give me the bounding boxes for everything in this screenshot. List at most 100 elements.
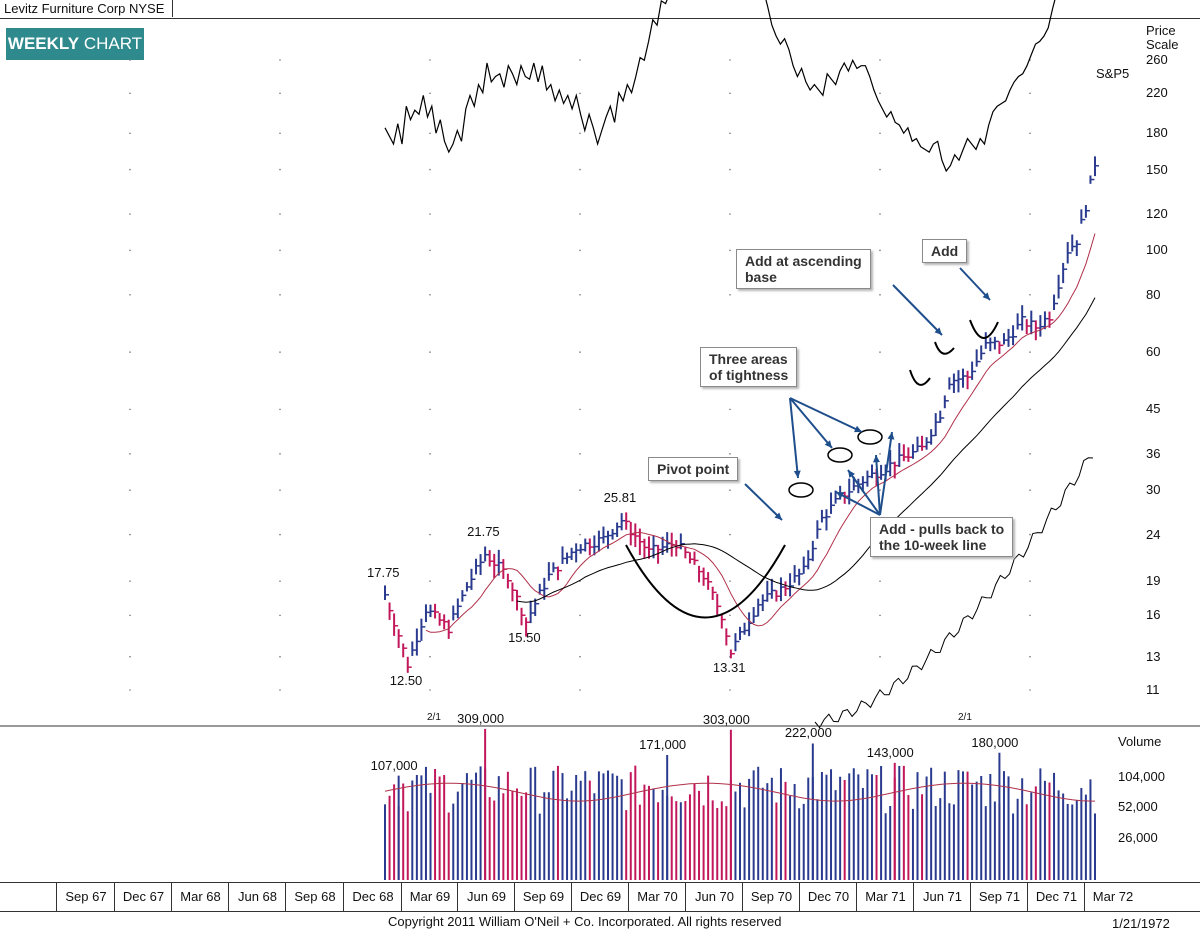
grid-dot <box>1029 351 1031 353</box>
price-scale-title: Price Scale <box>1146 23 1179 52</box>
grid-dot <box>579 489 581 491</box>
grid-dot <box>1029 689 1031 691</box>
grid-dot <box>129 614 131 617</box>
copyright: Copyright 2011 William O'Neil + Co. Inco… <box>388 914 782 929</box>
grid-dot <box>579 168 581 171</box>
price-tick-label: 45 <box>1146 401 1161 417</box>
grid-dot <box>129 168 131 171</box>
callout-arrowhead <box>824 440 832 448</box>
grid-dot <box>1029 453 1031 455</box>
callout-arrow <box>789 397 799 479</box>
date-label: Mar 69 <box>401 883 458 911</box>
grid-dot <box>279 689 281 691</box>
grid-dot <box>429 489 431 491</box>
date-label: Jun 71 <box>913 883 971 911</box>
volume-peak-label: 303,000 <box>702 711 750 727</box>
grid-dot <box>429 351 431 353</box>
grid-dot <box>1029 655 1031 658</box>
grid-dot <box>429 453 431 455</box>
callout-arrowhead <box>982 292 990 300</box>
price-tick-label: 36 <box>1146 445 1161 461</box>
date-label: Mar 68 <box>171 883 229 911</box>
grid-dot <box>729 213 731 215</box>
price-tick-label: 80 <box>1146 286 1161 302</box>
grid-dot <box>879 489 881 491</box>
grid-dot <box>579 689 581 691</box>
grid-dot <box>879 453 881 455</box>
date-label: Sep 69 <box>514 883 572 911</box>
grid-dot <box>429 293 431 296</box>
sp500-label: S&P5 <box>1096 66 1130 81</box>
grid-dot <box>429 655 431 658</box>
callout-arrowhead <box>774 512 782 520</box>
weekly-chart-badge: WEEKLY CHART <box>6 28 144 60</box>
grid-dot <box>729 59 731 61</box>
callout-arrow <box>835 491 881 516</box>
tightness-ellipse <box>827 447 853 463</box>
volume-peak-label: 171,000 <box>639 736 687 752</box>
price-annotation: 13.31 <box>712 660 746 676</box>
grid-dot <box>429 59 431 61</box>
grid-dot <box>279 351 281 353</box>
callout-arrow <box>879 431 893 516</box>
grid-dot <box>1029 92 1031 95</box>
price-tick-label: 150 <box>1146 161 1168 177</box>
grid-dot <box>729 489 731 491</box>
grid-dot <box>579 453 581 455</box>
grid-dot <box>879 580 881 582</box>
callout-arrowhead <box>873 455 880 463</box>
base-arc-2 <box>934 341 955 355</box>
weekly-badge-bold: WEEKLY <box>7 34 80 53</box>
grid-dot <box>129 533 131 536</box>
grid-dot <box>1029 168 1031 171</box>
price-tick-label: 260 <box>1146 52 1168 67</box>
price-annotation: 15.50 <box>508 629 541 645</box>
grid-dot <box>279 408 281 411</box>
grid-dot <box>279 213 281 215</box>
grid-dot <box>129 59 131 61</box>
callout-arrow <box>959 267 991 301</box>
price-tick-label: 11 <box>1146 682 1160 697</box>
grid-dot <box>279 489 281 491</box>
volume-peak-label: 143,000 <box>866 744 914 760</box>
grid-dot <box>279 293 281 296</box>
callout-arrowhead <box>848 470 856 478</box>
price-tick-label: 120 <box>1146 206 1168 221</box>
grid-dot <box>579 293 581 296</box>
price-tick-label: 19 <box>1146 573 1161 589</box>
date-label: Dec 71 <box>1027 883 1085 911</box>
date-label: Jun 68 <box>228 883 286 911</box>
grid-dot <box>129 689 131 691</box>
grid-dot <box>129 293 131 296</box>
callout-arrow <box>875 454 881 516</box>
volume-tick-label: 52,000 <box>1118 799 1158 815</box>
grid-dot <box>129 213 131 215</box>
grid-dot <box>579 249 581 252</box>
grid-dot <box>879 213 881 215</box>
price-tick-label: 60 <box>1146 344 1161 360</box>
grid-dot <box>729 92 731 95</box>
grid-dot <box>879 59 881 61</box>
grid-dot <box>729 580 731 582</box>
grid-dot <box>129 580 131 582</box>
report-date: 1/21/1972 <box>1112 916 1170 931</box>
date-label: Mar 71 <box>856 883 914 911</box>
stock-title: Levitz Furniture Corp NYSE <box>0 0 174 17</box>
callout-arrow <box>789 397 833 449</box>
sp500-line <box>384 0 1056 173</box>
price-annotation: 12.50 <box>389 672 423 688</box>
grid-dot <box>129 453 131 455</box>
volume-title: Volume <box>1118 734 1162 749</box>
grid-dot <box>1029 533 1031 536</box>
volume-tick-label: 104,000 <box>1118 768 1165 784</box>
grid-dot <box>429 168 431 171</box>
grid-dot <box>879 168 881 171</box>
grid-dot <box>129 249 131 252</box>
price-tick-label: 16 <box>1146 607 1161 623</box>
grid-dot <box>579 59 581 61</box>
ma-10-week-line <box>425 233 1096 633</box>
weekly-badge-rest: CHART <box>79 34 143 53</box>
grid-dot <box>279 249 281 252</box>
